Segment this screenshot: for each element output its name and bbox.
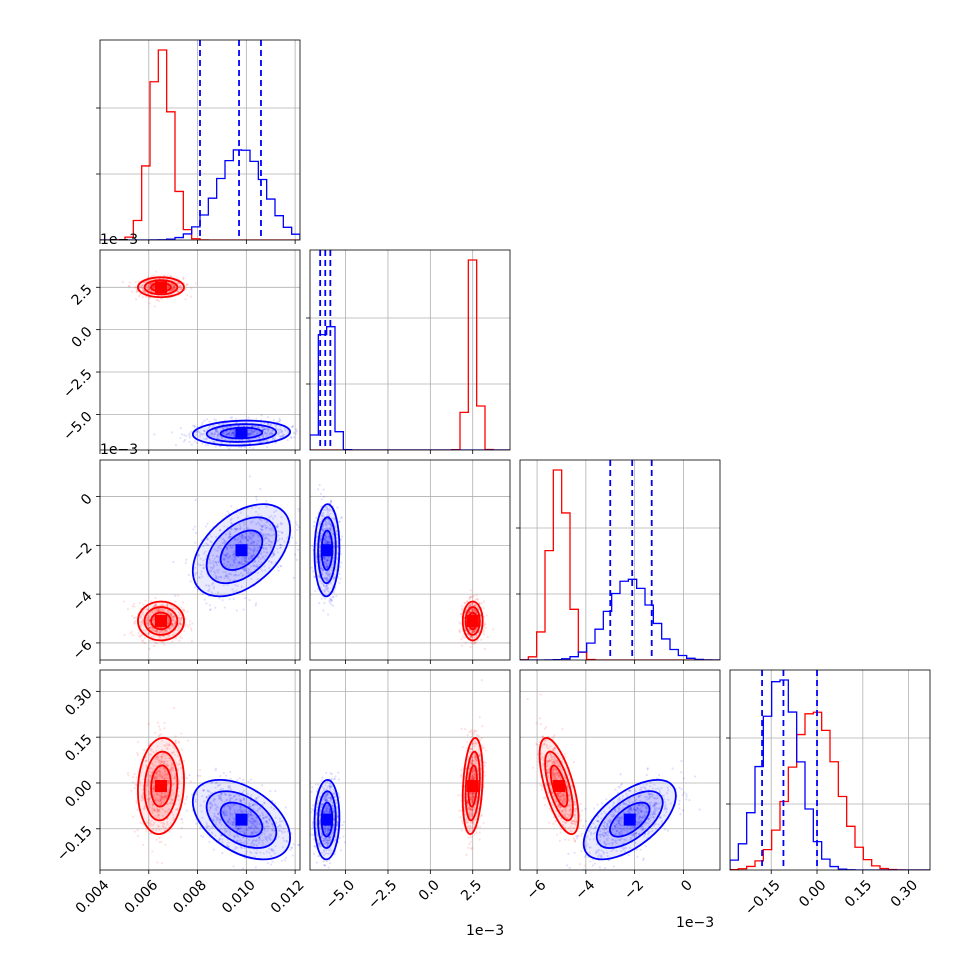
density-peak-series-1	[235, 813, 248, 826]
x-tick-label: −2	[621, 877, 647, 903]
panel-frame	[729, 669, 931, 871]
x-tick-label: 0.00	[796, 877, 829, 910]
offset-label: 1e−3	[466, 923, 504, 939]
panel-3-2	[519, 669, 721, 874]
panel-frame	[99, 669, 301, 871]
x-tick-label: −5.0	[323, 877, 358, 912]
panel-3-3	[726, 669, 931, 874]
y-tick-label: 0.15	[62, 732, 95, 765]
density-peak-series-1	[235, 544, 248, 557]
panel-frame	[99, 459, 301, 661]
y-tick-label: 0.00	[62, 777, 95, 810]
x-tick-label: 0.010	[219, 877, 259, 917]
panel-1-0	[96, 249, 301, 454]
density-peak-series-1	[235, 427, 248, 440]
x-tick-label: −0.15	[742, 877, 784, 919]
panel-3-0	[96, 669, 301, 874]
density-peak-series-1	[320, 813, 333, 826]
y-tick-label: −5.0	[60, 409, 95, 444]
density-peak-series-1	[623, 813, 636, 826]
offset-label: 1e−3	[100, 232, 138, 248]
x-tick-label: 0.30	[888, 877, 921, 910]
density-peak-series-0	[553, 780, 566, 793]
offset-label: 1e−3	[100, 442, 138, 458]
y-tick-label: 2.5	[69, 282, 96, 309]
density-peak-series-0	[466, 780, 479, 793]
panel-3-1	[309, 669, 511, 874]
histogram-series-0	[310, 259, 510, 450]
x-tick-label: 0.008	[170, 877, 210, 917]
panel-frame	[519, 669, 721, 871]
y-tick-label: −4	[70, 588, 96, 614]
panel-2-2	[516, 459, 721, 664]
panel-frame	[309, 249, 511, 451]
x-tick-label: 0	[678, 877, 696, 895]
panel-2-0	[96, 459, 301, 664]
y-tick-label: −2	[70, 540, 96, 566]
histogram-series-0	[100, 49, 300, 240]
x-tick-label: 0.15	[842, 877, 875, 910]
histogram-series-0	[520, 469, 720, 660]
x-tick-label: 2.5	[458, 877, 485, 904]
x-tick-label: −4	[572, 877, 598, 903]
histogram-series-1	[310, 326, 510, 450]
y-tick-label: 0.0	[69, 324, 96, 351]
panel-0-0	[96, 39, 301, 244]
density-peak-series-1	[320, 544, 333, 557]
panel-frame	[309, 669, 511, 871]
y-tick-label: −2.5	[60, 366, 95, 401]
panel-frame	[519, 459, 721, 661]
y-tick-label: −0.15	[54, 823, 96, 865]
y-tick-label: 0.30	[62, 686, 95, 719]
y-tick-label: 0	[78, 491, 96, 509]
panel-frame	[99, 39, 301, 241]
offset-label: 1e−3	[676, 915, 714, 931]
x-tick-label: 0.012	[268, 877, 308, 917]
y-tick-label: −6	[70, 637, 96, 663]
panel-frame	[99, 249, 301, 451]
panel-1-1	[306, 249, 511, 454]
panel-frame	[309, 459, 511, 661]
x-tick-label: 0.0	[416, 877, 443, 904]
x-tick-label: −2.5	[365, 877, 400, 912]
x-tick-label: −6	[524, 877, 550, 903]
scatter-series-1	[172, 475, 300, 612]
density-peak-series-0	[154, 614, 167, 627]
density-peak-series-0	[154, 281, 167, 294]
panel-2-1	[309, 459, 511, 664]
x-tick-label: 0.006	[122, 877, 162, 917]
density-peak-series-0	[154, 780, 167, 793]
x-tick-label: 0.004	[73, 877, 113, 917]
density-peak-series-0	[466, 614, 479, 627]
